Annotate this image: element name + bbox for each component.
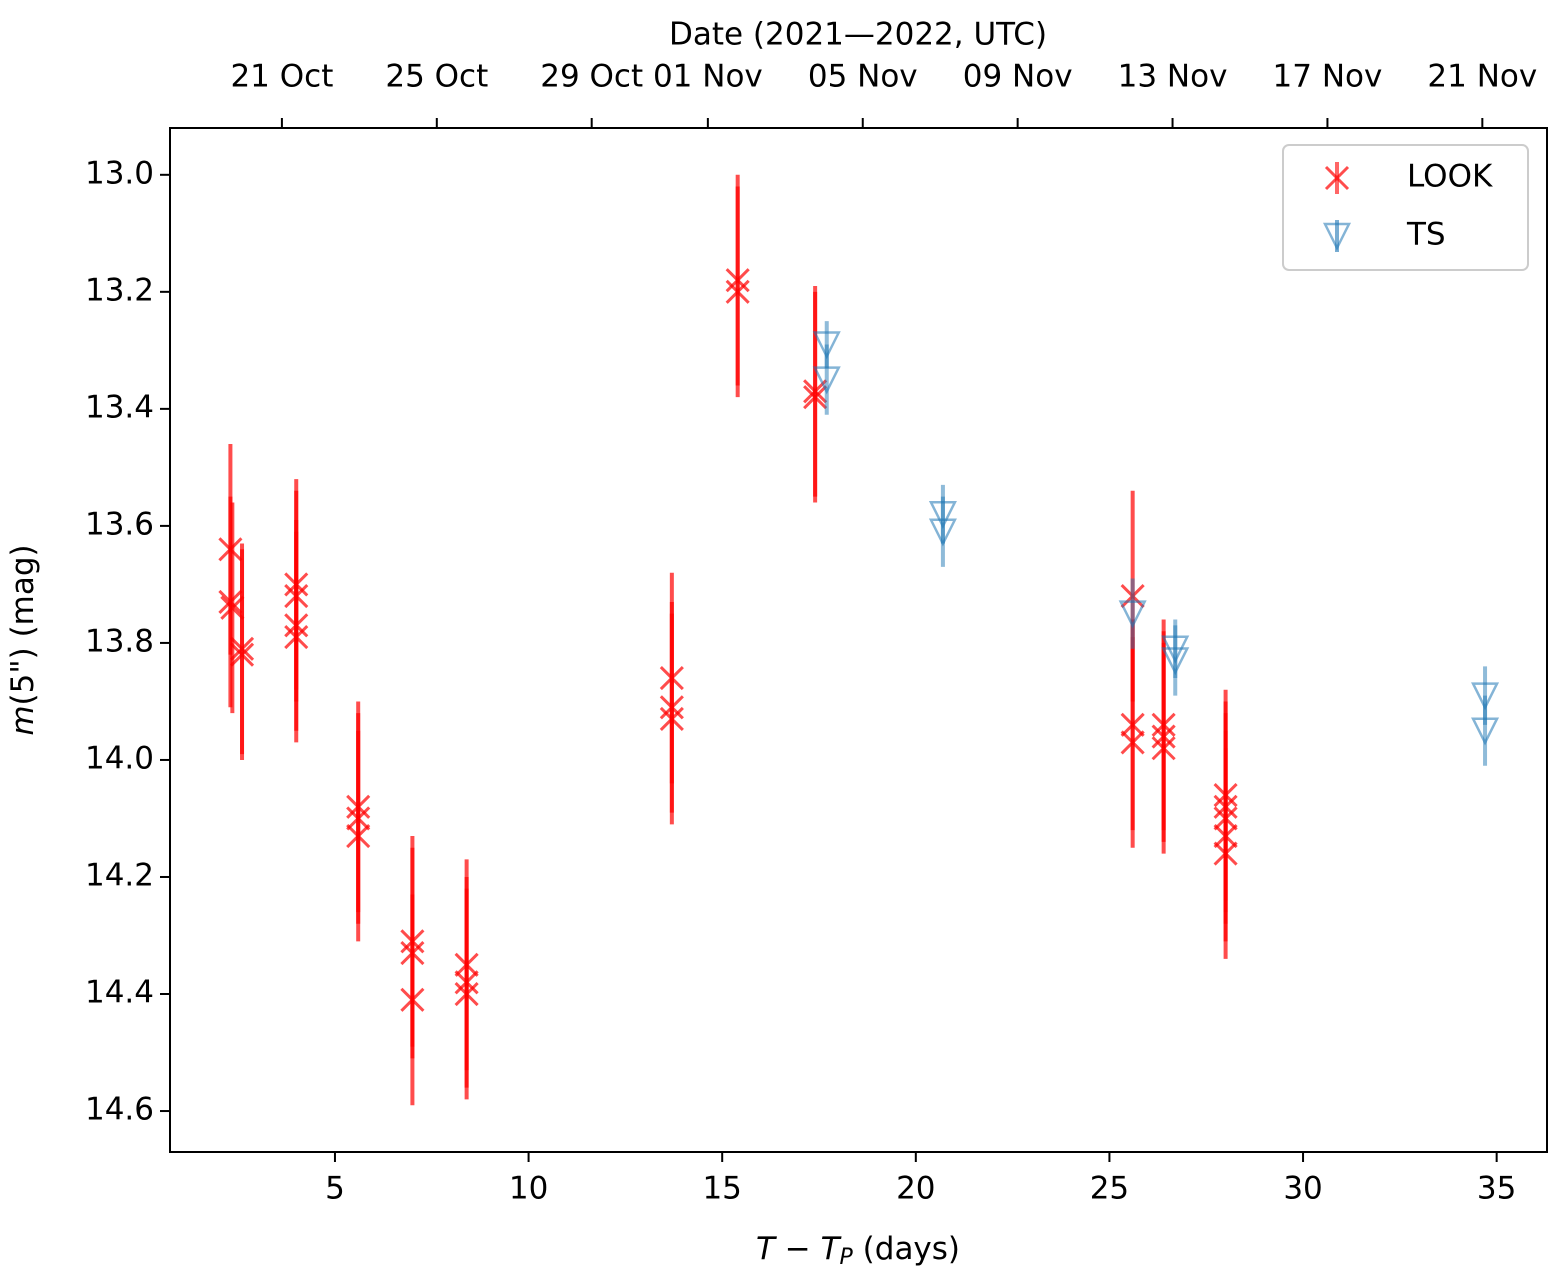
x-tick-label: 15 — [702, 1171, 741, 1207]
x2-tick-label: 21 Nov — [1427, 59, 1537, 95]
x-marker — [803, 385, 828, 410]
x-marker — [400, 929, 425, 954]
x-marker — [1324, 165, 1350, 191]
x-marker — [454, 952, 479, 977]
y-tick-label: 14.2 — [85, 857, 154, 893]
triangle-marker — [1471, 717, 1500, 746]
x-marker — [284, 572, 309, 597]
triangle-marker — [812, 331, 841, 360]
x-marker — [454, 970, 479, 995]
x2-tick-label: 09 Nov — [963, 59, 1073, 95]
y-label-part: m — [5, 705, 41, 735]
x-marker — [1213, 841, 1238, 866]
y-tick-label: 14.6 — [85, 1092, 154, 1128]
x2-tick-label: 01 Nov — [653, 59, 763, 95]
y-tick-label: 13.6 — [85, 506, 154, 542]
y-label-part: (5") (mag) — [5, 544, 41, 705]
x-marker — [454, 981, 479, 1007]
x2-axis-label: Date (2021—2022, UTC) — [669, 17, 1047, 53]
x-marker — [218, 537, 243, 562]
x-marker — [1120, 730, 1145, 755]
x-marker — [229, 642, 255, 667]
legend: LOOK TS — [1282, 144, 1529, 271]
x2-tick-label: 17 Nov — [1273, 59, 1383, 95]
x-marker — [229, 636, 255, 661]
x-marker — [346, 823, 371, 849]
x-marker — [1151, 736, 1176, 761]
y-tick-label: 14.0 — [85, 740, 154, 776]
y-tick-label: 14.4 — [85, 975, 154, 1011]
x-marker — [400, 940, 425, 966]
x-marker — [659, 706, 684, 732]
plot-frame — [169, 127, 1548, 1153]
x-marker — [1213, 823, 1238, 849]
x-marker — [346, 806, 371, 831]
y-tick-label: 13.2 — [85, 272, 154, 308]
x-tick-label: 20 — [896, 1171, 935, 1207]
triangle-marker — [1322, 222, 1352, 251]
x2-tick-label: 13 Nov — [1118, 59, 1228, 95]
x-axis-label: T − TP (days) — [756, 1231, 960, 1271]
triangle-marker — [928, 500, 957, 529]
x2-tick-label: 25 Oct — [385, 59, 488, 95]
triangle-marker — [1118, 600, 1147, 629]
x2-tick-label: 21 Oct — [230, 59, 333, 95]
x-label-part: (days) — [853, 1231, 960, 1267]
legend-label: LOOK — [1407, 159, 1493, 195]
x-marker — [400, 987, 425, 1012]
x-marker — [284, 625, 309, 650]
x2-tick-label: 05 Nov — [808, 59, 918, 95]
x-marker — [346, 794, 371, 819]
triangle-marker — [1161, 647, 1190, 676]
x-marker — [220, 595, 245, 620]
plot-area — [218, 174, 1500, 1106]
triangle-marker — [928, 518, 957, 547]
x-marker — [1213, 794, 1238, 819]
x-marker — [218, 589, 243, 615]
x-tick-label: 25 — [1090, 1171, 1129, 1207]
y-tick-label: 13.8 — [85, 623, 154, 659]
triangle-marker — [1471, 682, 1500, 711]
x-label-part: T − T — [756, 1231, 842, 1267]
x2-tick-label: 29 Oct — [540, 59, 643, 95]
x-marker — [1213, 783, 1238, 808]
x-marker — [284, 613, 309, 638]
x-marker — [1151, 712, 1176, 737]
x-tick-label: 10 — [509, 1171, 548, 1207]
x-marker — [1120, 712, 1145, 737]
x-tick-label: 5 — [325, 1171, 345, 1207]
x-marker — [659, 665, 684, 691]
y-tick-label: 13.0 — [85, 155, 154, 191]
x-tick-label: 35 — [1477, 1171, 1516, 1207]
legend-label: TS — [1406, 217, 1446, 253]
triangle-marker — [812, 366, 841, 395]
x-marker — [725, 268, 750, 293]
x-marker — [1151, 724, 1176, 749]
y-tick-label: 13.4 — [85, 389, 154, 425]
x-marker — [284, 584, 309, 609]
x-marker — [659, 695, 684, 720]
x-marker — [1213, 806, 1238, 831]
x-tick-label: 30 — [1283, 1171, 1322, 1207]
x-label-part: P — [840, 1245, 854, 1270]
y-axis-label: m(5") (mag) — [5, 544, 41, 735]
legend-frame — [1282, 144, 1529, 271]
x-marker — [725, 279, 750, 304]
